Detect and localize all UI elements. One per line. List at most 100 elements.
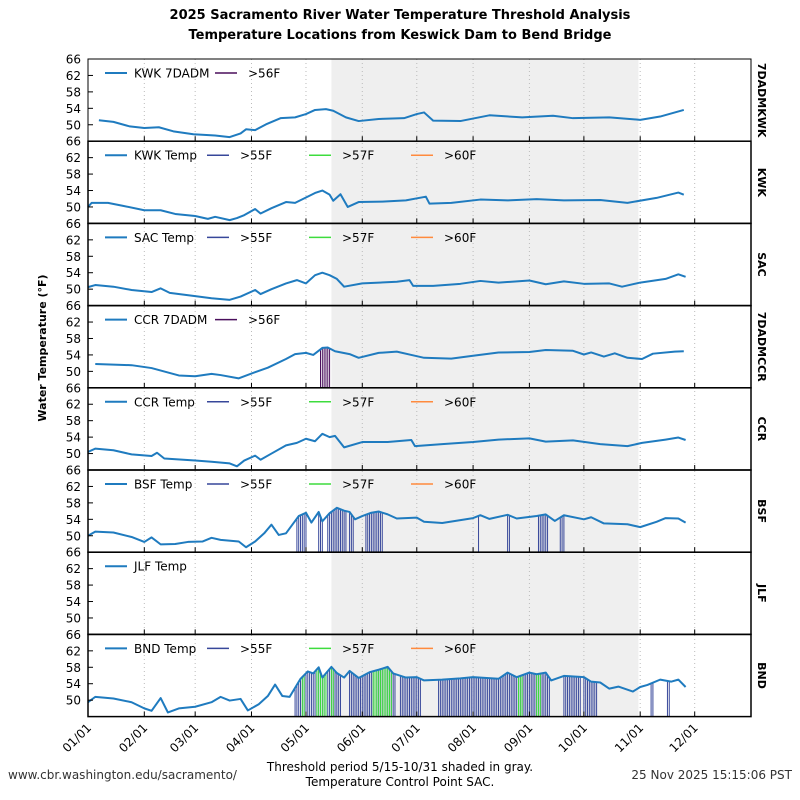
- y-tick-label: 50: [66, 118, 81, 132]
- x-tick-label: 12/01: [666, 721, 700, 755]
- y-tick-label: 66: [66, 546, 81, 560]
- panel-7dadmccr: 66 62 58 54 50 7DADMCCR CCR 7DADM >56F: [66, 299, 768, 389]
- y-tick-label: 66: [66, 135, 81, 149]
- legend-label: >55F: [240, 642, 272, 656]
- panel-sac: 66 62 58 54 50 SAC SAC Temp >55F >57F >60F: [66, 217, 768, 307]
- y-tick-label: 58: [66, 332, 81, 346]
- y-tick-label: 62: [66, 562, 81, 576]
- y-tick-label: 66: [66, 299, 81, 313]
- series-line-ccr: [87, 432, 686, 468]
- legend-label: >57F: [342, 642, 374, 656]
- y-tick-label: 62: [66, 151, 81, 165]
- y-tick-label: 54: [66, 266, 81, 280]
- y-tick-label: 50: [66, 447, 81, 461]
- x-tick-label: 03/01: [167, 721, 201, 755]
- panel-label: BND: [755, 662, 768, 689]
- y-tick-label: 50: [66, 365, 81, 379]
- panel-label: BSF: [755, 499, 768, 523]
- footer-note-1: Threshold period 5/15-10/31 shaded in gr…: [266, 760, 534, 774]
- y-tick-label: 58: [66, 496, 81, 510]
- panel-label: JLF: [755, 583, 768, 603]
- y-tick-label: 50: [66, 200, 81, 214]
- legend-label: CCR Temp: [134, 395, 195, 409]
- legend-label: >55F: [240, 478, 272, 492]
- legend-label: >56F: [248, 313, 280, 327]
- panel-label: 7DADMCCR: [755, 312, 768, 383]
- footer-note-2: Temperature Control Point SAC.: [305, 775, 495, 789]
- series-line-7dadmkwk: [98, 108, 685, 139]
- series-line-bsf: [87, 506, 687, 549]
- panel-kwk: 66 62 58 54 50 KWK KWK Temp >55F >57F >60F: [66, 135, 768, 225]
- y-tick-label: 50: [66, 283, 81, 297]
- chart-title: 2025 Sacramento River Water Temperature …: [169, 8, 631, 23]
- legend-label: >55F: [240, 395, 272, 409]
- legend-label: >60F: [444, 478, 476, 492]
- footer-url: www.cbr.washington.edu/sacramento/: [8, 768, 237, 782]
- y-tick-label: 58: [66, 168, 81, 182]
- panel-bsf: 66 62 58 54 50 BSF BSF Temp >55F >57F >60F: [66, 464, 768, 553]
- y-tick-label: 58: [66, 414, 81, 428]
- y-tick-label: 66: [66, 464, 81, 478]
- legend-label: >57F: [342, 395, 374, 409]
- chart-subtitle: Temperature Locations from Keswick Dam t…: [188, 28, 612, 43]
- series-line-kwk: [87, 189, 685, 222]
- legend-label: BSF Temp: [134, 478, 192, 492]
- legend-label: KWK Temp: [134, 149, 197, 163]
- panel-frame: [87, 633, 752, 718]
- y-tick-label: 50: [66, 611, 81, 625]
- x-tick-label: 06/01: [334, 721, 368, 755]
- y-tick-label: 58: [66, 661, 81, 675]
- footer-timestamp: 25 Nov 2025 15:15:06 PST: [631, 768, 792, 782]
- y-tick-label: 54: [66, 677, 81, 691]
- y-tick-label: 62: [66, 69, 81, 83]
- legend-label: KWK 7DADM: [134, 67, 209, 81]
- x-tick-label: 11/01: [612, 721, 646, 755]
- y-tick-label: 50: [66, 529, 81, 543]
- x-tick-label: 09/01: [501, 721, 535, 755]
- legend-label: JLF Temp: [133, 560, 187, 574]
- y-tick-label: 62: [66, 398, 81, 412]
- y-tick-label: 58: [66, 85, 81, 99]
- legend-label: >57F: [342, 231, 374, 245]
- x-tick-label: 05/01: [278, 721, 312, 755]
- y-tick-label: 66: [66, 53, 81, 67]
- legend-label: >56F: [248, 67, 280, 81]
- legend-label: CCR 7DADM: [134, 313, 207, 327]
- y-tick-label: 62: [66, 316, 81, 330]
- y-tick-label: 54: [66, 184, 81, 198]
- legend-label: >55F: [240, 231, 272, 245]
- y-tick-label: 54: [66, 595, 81, 609]
- y-tick-label: 66: [66, 381, 81, 395]
- legend-label: >60F: [444, 149, 476, 163]
- series-line-7dadmccr: [95, 346, 684, 380]
- legend-label: SAC Temp: [134, 231, 194, 245]
- series-line-sac: [87, 271, 686, 301]
- y-tick-label: 62: [66, 480, 81, 494]
- legend-label: BND Temp: [134, 642, 196, 656]
- y-tick-label: 54: [66, 513, 81, 527]
- y-tick-label: 50: [66, 694, 81, 708]
- panel-label: 7DADMKWK: [755, 63, 768, 138]
- panel-bnd: 66 62 58 54 50 BND BND Temp >55F >57F >60F: [66, 628, 768, 718]
- series-line-bnd: [87, 665, 687, 714]
- y-tick-label: 54: [66, 431, 81, 445]
- x-tick-label: 08/01: [445, 721, 479, 755]
- legend-label: >57F: [342, 478, 374, 492]
- y-axis-label: Water Temperature (°F): [36, 274, 49, 421]
- x-tick-label: 01/01: [60, 721, 94, 755]
- x-tick-label: 04/01: [223, 721, 257, 755]
- x-tick-label: 02/01: [116, 721, 150, 755]
- y-tick-label: 58: [66, 579, 81, 593]
- y-tick-label: 62: [66, 233, 81, 247]
- x-tick-label: 07/01: [389, 721, 423, 755]
- panel-label: CCR: [755, 417, 768, 442]
- y-tick-label: 66: [66, 217, 81, 231]
- panel-ccr: 66 62 58 54 50 CCR CCR Temp >55F >57F >60F: [66, 381, 768, 471]
- legend-label: >55F: [240, 149, 272, 163]
- panel-label: KWK: [755, 168, 768, 198]
- legend-label: >60F: [444, 231, 476, 245]
- y-tick-label: 54: [66, 348, 81, 362]
- x-tick-label: 10/01: [556, 721, 590, 755]
- y-tick-label: 62: [66, 644, 81, 658]
